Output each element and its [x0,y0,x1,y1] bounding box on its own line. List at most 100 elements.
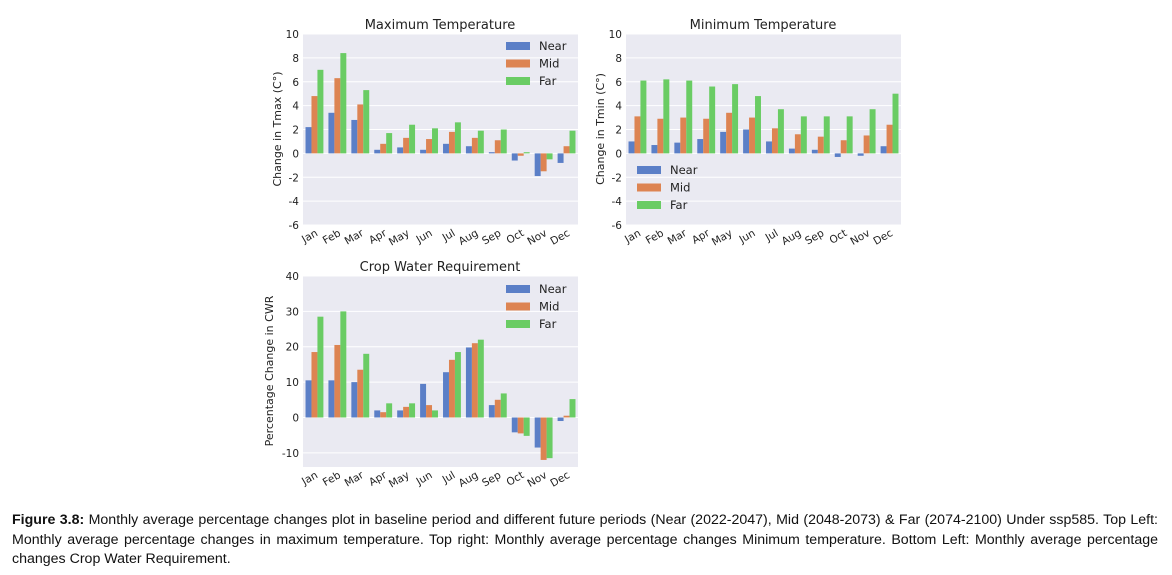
x-tick-label: Sep [480,227,503,247]
bar-near-may [397,147,404,154]
y-axis-label: Change in Tmax (C°) [271,71,284,186]
x-tick-label: Dec [548,227,572,248]
y-tick-label: -2 [289,172,299,184]
x-tick-label: Mar [343,469,367,490]
x-tick-label: May [710,227,735,248]
bar-mid-jan [311,352,318,418]
bar-near-aug [465,146,472,154]
legend: Near Mid Far [506,282,567,331]
caption-text: Monthly average percentage changes plot … [12,512,1158,567]
bar-mid-aug [471,343,478,418]
legend-label-far: Far [670,198,688,212]
x-tick-label: Oct [504,227,526,246]
bar-mid-jul [448,131,455,154]
x-tick-label: Jan [299,227,320,246]
bar-near-mar [351,119,358,154]
y-tick-label: 10 [286,377,299,389]
bars [305,53,576,177]
bar-far-dec [892,93,899,154]
caption-label: Figure 3.8: [12,512,85,528]
bar-mid-mar [680,117,687,154]
x-tick-label: Sep [480,469,503,489]
bar-mid-aug [794,134,801,154]
legend-swatch-near [506,42,530,50]
bars [628,79,899,157]
bar-mid-jun [426,139,433,154]
x-tick-label: Dec [548,469,572,490]
bar-near-oct [511,417,518,433]
bar-far-jan [317,69,324,154]
x-tick-label: Nov [525,469,549,490]
x-tick-label: Jun [413,227,434,246]
bar-near-nov [857,153,864,156]
bar-far-mar [363,90,370,154]
bar-far-aug [477,339,484,418]
bar-near-sep [488,405,495,418]
bar-far-dec [569,130,576,154]
bar-far-nov [546,153,553,160]
bar-mid-jun [426,405,433,418]
bar-near-apr [374,149,381,154]
bar-far-sep [500,129,507,154]
bar-far-jan [640,80,647,154]
bar-far-jul [454,122,461,154]
chart-title: Minimum Temperature [690,18,837,33]
y-tick-label: 10 [609,29,622,41]
bar-mid-aug [471,137,478,154]
x-tick-label: Jan [622,227,643,246]
x-tick-label: Oct [504,469,526,488]
y-tick-label: 2 [292,125,299,137]
y-tick-label: 0 [292,148,299,160]
bar-near-aug [465,347,472,418]
bar-near-jan [628,141,635,154]
bar-mid-dec [886,124,893,154]
y-tick-labels: -10 0 10 20 30 40 [282,271,299,460]
bar-near-oct [834,153,841,157]
x-tick-label: Jun [736,227,757,246]
x-tick-label: Jun [413,469,434,488]
bar-far-oct [523,417,530,436]
x-tick-label: Nov [848,227,872,248]
bar-near-jan [305,380,312,418]
bar-near-dec [557,417,564,422]
bar-mid-feb [334,344,341,418]
x-tick-label: Feb [321,227,343,247]
bar-far-feb [340,311,347,418]
bar-mid-may [403,406,410,418]
bar-near-feb [651,145,658,154]
bar-mid-dec [563,146,570,154]
bar-near-jul [766,141,772,154]
x-tick-label: Jan [299,469,320,488]
bar-far-jan [317,316,324,418]
bar-far-jun [432,128,438,154]
bar-near-apr [697,139,704,154]
x-tick-label: Jul [440,227,458,244]
y-tick-label: -6 [612,220,623,232]
bar-mid-sep [494,140,501,154]
plot-area [303,276,578,467]
bar-mid-mar [357,104,364,154]
x-tick-label: Mar [343,227,367,248]
bar-far-nov [869,109,876,154]
bar-near-oct [511,153,518,161]
x-tick-label: Apr [367,469,389,489]
y-tick-labels: -6 -4 -2 0 2 4 6 8 10 [286,29,300,232]
bar-mid-nov [540,417,547,460]
x-tick-label: May [387,227,412,248]
y-tick-label: 4 [292,101,299,113]
bar-mid-jan [311,96,318,154]
chart-title: Maximum Temperature [365,18,516,33]
bar-near-nov [534,417,541,448]
y-tick-label: -4 [289,196,300,208]
bar-far-may [409,403,416,418]
x-tick-label: Oct [827,227,849,246]
x-tick-label: Nov [525,227,549,248]
bar-near-dec [557,153,564,163]
x-tick-label: Jul [440,469,458,486]
bar-mid-nov [863,135,870,154]
bar-near-jul [443,372,449,418]
x-tick-label: Feb [644,227,666,247]
